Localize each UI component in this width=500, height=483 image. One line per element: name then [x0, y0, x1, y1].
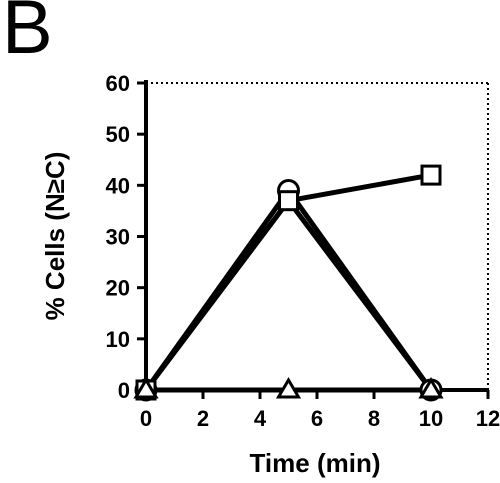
- panel-label: B: [2, 0, 53, 70]
- series-line-1: [143, 187, 434, 392]
- series-line-4: [144, 198, 433, 392]
- x-tick-label: 8: [368, 406, 380, 431]
- x-axis-ticks: 0 2 4 6 8 10 12: [140, 390, 500, 431]
- data-point-triangle: [133, 377, 159, 399]
- data-point-square: [278, 190, 299, 212]
- y-tick-label: 20: [106, 276, 130, 301]
- marker-layer: [133, 164, 444, 402]
- y-tick-label: 10: [106, 327, 130, 352]
- y-tick-label: 0: [118, 378, 130, 403]
- y-tick-label: 40: [106, 173, 130, 198]
- data-point-triangle: [418, 377, 444, 399]
- x-axis-title: Time (min): [250, 448, 381, 478]
- x-tick-label: 4: [254, 406, 267, 431]
- x-tick-label: 12: [476, 406, 500, 431]
- x-tick-label: 6: [311, 406, 323, 431]
- y-tick-label: 30: [106, 225, 130, 250]
- y-tick-label: 60: [106, 71, 130, 96]
- data-point-triangle: [275, 377, 302, 399]
- y-tick-label: 50: [106, 122, 130, 147]
- x-tick-label: 10: [419, 406, 443, 431]
- y-axis-title: % Cells (N≥C): [40, 152, 70, 321]
- x-tick-label: 0: [140, 406, 152, 431]
- data-point-square: [420, 164, 442, 186]
- y-axis-ticks: 0 10 20 30 40 50 60: [106, 71, 146, 403]
- x-tick-label: 2: [197, 406, 209, 431]
